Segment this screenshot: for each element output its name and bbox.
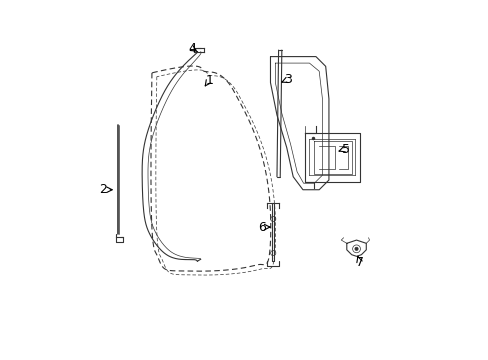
Text: 7: 7 xyxy=(355,256,363,269)
Text: 5: 5 xyxy=(341,143,349,156)
Circle shape xyxy=(354,247,357,251)
Text: 4: 4 xyxy=(188,42,196,55)
Text: 1: 1 xyxy=(205,75,213,87)
Text: 3: 3 xyxy=(284,73,292,86)
Text: 6: 6 xyxy=(258,221,266,234)
Text: 2: 2 xyxy=(99,183,107,196)
